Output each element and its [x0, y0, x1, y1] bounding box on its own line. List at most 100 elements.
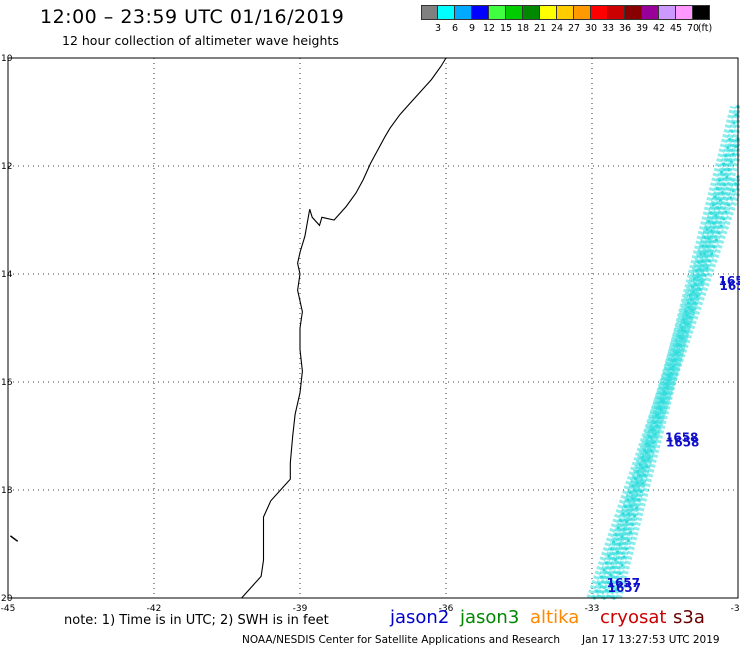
legend-label: 24 — [550, 23, 564, 34]
altimeter-sample — [604, 588, 608, 592]
satellite-altika: altika — [530, 607, 580, 628]
legend-swatch — [574, 5, 591, 20]
legend-swatch — [659, 5, 676, 20]
lon-tick-label: -39 — [293, 604, 308, 614]
legend-swatch — [625, 5, 642, 20]
altimeter-sample — [713, 195, 717, 199]
page-title: 12:00 – 23:59 UTC 01/16/2019 — [40, 6, 345, 28]
altimeter-sample — [717, 178, 721, 182]
altimeter-sample — [734, 113, 738, 117]
offshore-islet — [9, 535, 19, 542]
satellite-jason2: jason2 — [390, 607, 450, 628]
altimeter-sample — [721, 162, 726, 166]
altimeter-sample — [624, 547, 628, 551]
brazil-coastline — [241, 57, 447, 599]
altimeter-sample — [645, 465, 649, 469]
altimeter-sample — [649, 448, 653, 453]
legend-label: (ft) — [697, 23, 713, 34]
altimeter-sample — [734, 182, 738, 186]
legend-label: 33 — [601, 23, 615, 34]
altimeter-sample — [699, 252, 703, 256]
altimeter-sample — [701, 244, 705, 248]
legend-swatch — [676, 5, 693, 20]
legend-swatch — [642, 5, 659, 20]
altimeter-sample — [626, 539, 630, 543]
altimeter-sample — [688, 293, 693, 297]
legend-label: 12 — [482, 23, 496, 34]
legend-label: 36 — [618, 23, 632, 34]
legend-label: 42 — [652, 23, 666, 34]
legend-label: 9 — [468, 23, 476, 34]
altimeter-sample — [684, 309, 688, 313]
altimeter-sample — [639, 489, 643, 494]
altimeter-sample — [643, 473, 647, 477]
altimeter-sample — [664, 391, 668, 395]
legend-label: 45 — [669, 23, 683, 34]
legend-label: 6 — [451, 23, 459, 34]
altimeter-sample — [680, 326, 684, 330]
generation-timestamp: Jan 17 13:27:53 UTC 2019 — [582, 634, 720, 646]
legend-label: 30 — [584, 23, 598, 34]
satellite-jason3: jason3 — [460, 607, 520, 628]
legend-label: 3 — [434, 23, 442, 34]
altimeter-sample — [726, 145, 730, 150]
page-subtitle: 12 hour collection of altimeter wave hei… — [62, 33, 339, 48]
altimeter-track-band — [615, 106, 740, 599]
legend-swatch — [693, 5, 710, 20]
lon-tick-label: -45 — [1, 604, 16, 614]
altimeter-sample — [730, 129, 734, 133]
altimeter-sample — [674, 350, 678, 354]
legend-swatch — [557, 5, 574, 20]
altimeter-sample — [666, 383, 670, 387]
legend-swatch — [489, 5, 506, 20]
altimeter-sample — [655, 424, 659, 428]
altimeter-sample — [595, 589, 599, 593]
altimeter-sample — [707, 219, 711, 223]
footer-note: note: 1) Time is in UTC; 2) SWH is in fe… — [64, 613, 329, 628]
legend-swatch — [608, 5, 625, 20]
altimeter-sample — [647, 457, 651, 461]
satellite-s3a: s3a — [673, 607, 705, 628]
altimeter-sample — [618, 571, 622, 576]
altimeter-sample — [678, 334, 682, 338]
pass-label: 1658 — [666, 435, 699, 449]
altimeter-sample — [607, 581, 611, 585]
pass-label: 1657 — [607, 576, 640, 590]
altimeter-sample — [637, 498, 641, 502]
altimeter-sample — [715, 186, 719, 191]
legend-swatch — [438, 5, 455, 20]
altimeter-sample — [697, 260, 701, 264]
altimeter-sample — [732, 121, 736, 125]
altimeter-sample — [630, 522, 635, 526]
legend-swatch — [506, 5, 523, 20]
altimeter-sample — [632, 514, 637, 518]
legend-swatch — [421, 5, 438, 20]
lon-tick-label: -36 — [439, 604, 454, 614]
altimeter-sample — [657, 416, 662, 420]
altimeter-sample — [670, 367, 674, 371]
legend-swatch — [523, 5, 540, 20]
lat-tick-label: 20 — [1, 594, 13, 604]
legend-label: 70 — [686, 23, 700, 34]
altimeter-sample — [690, 285, 695, 289]
altimeter-sample — [661, 399, 666, 404]
legend-label: 27 — [567, 23, 581, 34]
credit-line: NOAA/NESDIS Center for Satellite Applica… — [242, 634, 560, 646]
altimeter-sample — [672, 358, 676, 363]
altimeter-sample — [659, 408, 664, 412]
pass-label: 1659 — [719, 274, 740, 288]
lat-tick-label: 14 — [1, 270, 13, 280]
legend-swatch — [455, 5, 472, 20]
legend-swatch — [591, 5, 608, 20]
altimeter-sample — [614, 588, 618, 592]
altimeter-tracks — [586, 105, 740, 600]
altimeter-sample — [613, 558, 617, 562]
altimeter-sample — [728, 137, 732, 141]
altimeter-sample — [622, 555, 626, 559]
altimeter-sample — [703, 236, 707, 240]
altimeter-sample — [616, 580, 620, 584]
altimeter-sample — [695, 268, 699, 272]
lon-tick-label: -33 — [585, 604, 600, 614]
